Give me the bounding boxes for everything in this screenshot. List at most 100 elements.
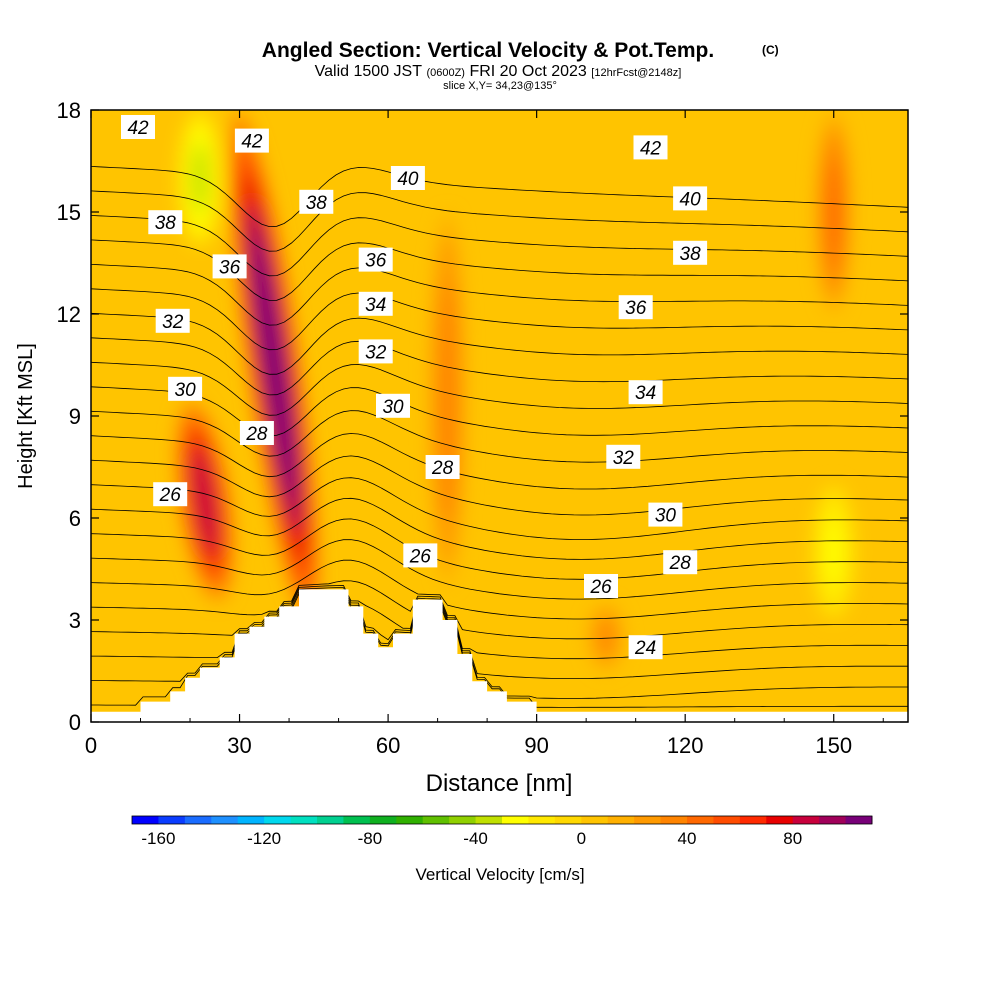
contour-label-text: 36 [219,257,241,278]
contour-label-1: 42 [234,128,269,153]
contour-label-bg [628,380,663,405]
isentrope-31 [91,477,908,540]
contour-label-bg [234,128,269,153]
contour-label-bg [633,135,668,160]
y-tick-label: 9 [69,404,81,429]
valid-fcst: [12hrFcst@2148z] [591,67,681,79]
contour-label-bg [153,482,188,507]
isentrope-44 [91,166,908,228]
contour-label-bg [673,240,708,265]
isentrope-36 [91,361,908,416]
y-tick-label: 6 [69,506,81,531]
contour-label-layer: 42 42 42 40 40 38 38 38 36 36 36 34 34 32 32 32 30 30 30 28… [121,115,708,660]
colorbar-swatch [290,816,318,824]
contour-label-text: 42 [640,138,662,159]
colorbar-swatch [634,816,662,824]
contour-label-17: 30 [376,393,410,418]
colorbar-swatch [528,816,556,824]
contour-label-bg [358,339,393,364]
colorbar-swatch [845,816,873,824]
x-tick-label: 30 [227,733,251,758]
isentrope-38 [91,312,908,375]
contour-label-bg [155,308,190,333]
contour-label-text: 24 [634,638,656,659]
colorbar-swatch [449,816,477,824]
contour-label-text: 42 [127,118,149,139]
colorbar-swatch [792,816,820,824]
contour-label-text: 28 [669,553,692,574]
contour-label-19: 28 [239,421,274,445]
isentrope-33 [91,433,908,490]
contour-label-15: 32 [606,444,641,469]
colorbar-swatch [184,816,212,824]
contour-label-18: 30 [648,502,683,527]
contour-label-text: 38 [155,213,177,234]
colorbar-swatch [396,816,424,824]
contour-label-bg [628,635,663,660]
contour-label-text: 38 [306,193,328,214]
isentrope-30 [91,497,908,560]
colorbar-swatch [766,816,794,824]
contour-label-12: 34 [628,380,663,405]
isentrope-32 [91,455,908,516]
colorbar-swatch [687,816,714,824]
isentrope-37 [91,337,908,396]
chart-subtitle: Valid 1500 JST (0600Z) FRI 20 Oct 2023 [… [315,63,682,80]
valid-z: (0600Z) [426,67,465,79]
colorbar-swatch [211,816,239,824]
y-tick-label: 12 [57,302,81,327]
contour-label-bg [425,455,460,479]
colorbar-tick-label: -160 [141,829,175,848]
contour-label-text: 26 [409,546,432,567]
contour-label-text: 26 [159,485,182,506]
contour-label-bg [663,550,698,575]
contour-label-2: 42 [633,135,668,160]
colorbar-tick-label: -120 [247,829,281,848]
x-tick-label: 0 [85,733,97,758]
contour-label-text: 36 [625,298,647,319]
colorbar-swatch [475,816,503,824]
contour-label-bg [212,254,247,279]
x-tick-label: 120 [667,733,704,758]
colorbar-tick-label: -80 [358,829,383,848]
isentrope-26 [91,580,908,640]
colorbar-swatch [237,816,265,824]
contour-label-text: 34 [365,295,386,316]
contour-label-14: 32 [358,339,393,364]
contour-label-bg [390,166,425,190]
contour-label-21: 28 [663,550,698,575]
contour-label-8: 36 [212,254,247,279]
contour-label-text: 30 [655,506,677,527]
contour-label-text: 32 [365,342,387,363]
contour-label-text: 28 [245,424,268,445]
contour-label-text: 32 [162,312,184,333]
y-tick-label: 15 [57,200,81,225]
contour-label-bg [148,210,183,235]
colorbar-tick-label: 80 [783,829,802,848]
contour-label-11: 34 [358,291,393,316]
colorbar-swatch [264,816,292,824]
terrain-profile [91,589,908,722]
isentrope-40 [91,264,908,326]
velocity-cell-0 [193,448,217,554]
colorbar-swatch [502,816,529,824]
colorbar-tick-label: 0 [577,829,586,848]
contour-label-24: 26 [584,574,618,598]
contour-label-bg [299,189,334,214]
velocity-cell-4 [599,619,613,655]
contour-label-25: 24 [628,635,663,660]
contour-label-text: 38 [680,244,702,265]
contour-label-bg [618,295,653,320]
contour-label-13: 32 [155,308,190,333]
contour-label-text: 40 [680,189,702,210]
isentrope-23 [91,589,908,699]
contour-label-text: 42 [241,132,263,153]
contour-label-6: 38 [299,189,334,214]
colorbar-swatch [554,816,582,824]
colorbar-swatch [132,816,159,824]
contour-label-text: 32 [613,448,635,469]
y-axis-label: Height [Kft MSL] [15,343,37,489]
